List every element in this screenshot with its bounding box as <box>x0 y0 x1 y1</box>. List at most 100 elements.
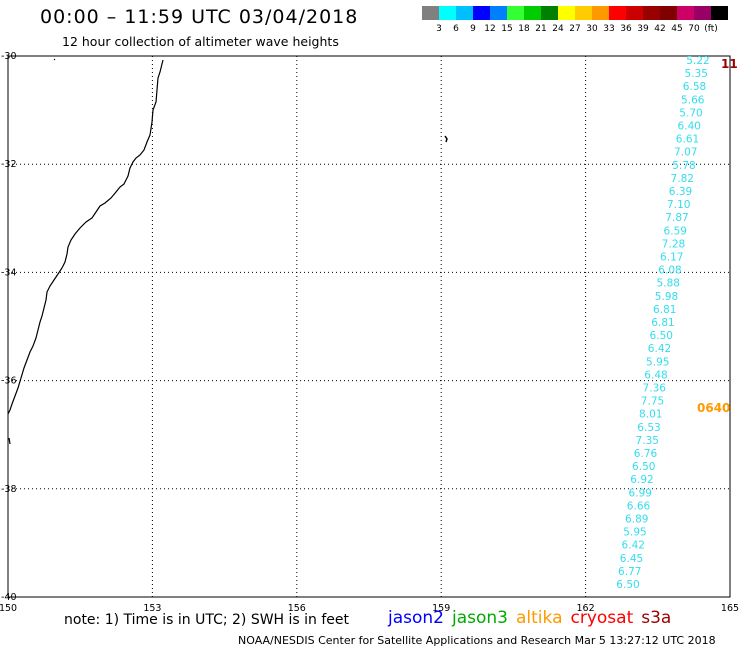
track-edge-label: 11 <box>721 57 738 71</box>
colorbar-label: (ft) <box>704 24 718 34</box>
lon-tick-label: 159 <box>432 603 450 614</box>
track-wave-height: 6.17 <box>660 252 683 264</box>
track-wave-height: 7.36 <box>643 383 667 395</box>
colorbar-label: 70 <box>688 24 700 34</box>
footer-credit: NOAA/NESDIS Center for Satellite Applica… <box>238 634 716 647</box>
colorbar-label: 39 <box>637 24 649 34</box>
track-wave-height: 6.81 <box>651 317 674 329</box>
track-wave-height: 6.61 <box>676 134 699 146</box>
island <box>444 135 448 143</box>
track-wave-height: 6.50 <box>616 579 639 591</box>
colorbar-label: 15 <box>501 24 512 34</box>
lat-tick-label: -34 <box>1 267 17 278</box>
track-wave-height: 8.01 <box>639 409 662 421</box>
track-wave-height: 7.07 <box>674 147 697 159</box>
map-title: 00:00 – 11:59 UTC 03/04/2018 <box>40 6 359 28</box>
legend-jason2: jason2 <box>388 608 444 628</box>
colorbar-swatch <box>694 6 711 20</box>
track-wave-height: 5.35 <box>685 68 708 80</box>
colorbar-label: 42 <box>654 24 665 34</box>
map-frame <box>7 55 731 598</box>
track-time-label: 0640 <box>697 401 730 415</box>
track-wave-height: 6.77 <box>618 566 641 578</box>
colorbar-label: 30 <box>586 24 598 34</box>
lat-tick-label: -40 <box>1 592 17 603</box>
colorbar-label: 18 <box>518 24 530 34</box>
lon-tick-label: 162 <box>577 603 595 614</box>
colorbar-label: 36 <box>620 24 632 34</box>
lon-tick-label: 156 <box>288 603 306 614</box>
track-wave-height: 7.82 <box>671 173 694 185</box>
track-wave-height: 6.99 <box>629 487 652 499</box>
legend-altika: altika <box>516 608 563 628</box>
colorbar-label: 21 <box>535 24 546 34</box>
colorbar-label: 27 <box>569 24 580 34</box>
colorbar-swatch <box>609 6 626 20</box>
track-wave-height: 5.22 <box>686 55 709 67</box>
lon-tick-label: 165 <box>721 603 739 614</box>
track-wave-height: 7.35 <box>636 435 659 447</box>
coastline <box>7 59 164 415</box>
colorbar-label: 9 <box>470 24 476 34</box>
track-wave-height: 6.39 <box>669 186 692 198</box>
colorbar-swatch <box>456 6 473 20</box>
colorbar-swatch <box>524 6 541 20</box>
track-wave-height: 6.42 <box>648 343 671 355</box>
map-subtitle: 12 hour collection of altimeter wave hei… <box>62 34 339 49</box>
colorbar-label: 45 <box>671 24 682 34</box>
track-wave-height: 7.10 <box>667 199 690 211</box>
track-wave-height: 5.70 <box>679 107 702 119</box>
colorbar-swatch <box>626 6 643 20</box>
lat-tick-label: -32 <box>1 159 17 170</box>
track-wave-height: 6.59 <box>664 225 687 237</box>
track-wave-height: 6.89 <box>625 514 648 526</box>
track-wave-height: 6.81 <box>653 304 676 316</box>
track-wave-height: 6.48 <box>644 369 667 381</box>
track-wave-height: 7.87 <box>665 212 688 224</box>
colorbar-swatch <box>541 6 558 20</box>
colorbar-label: 6 <box>453 24 459 34</box>
colorbar-swatch <box>711 6 728 20</box>
coast-dot <box>53 58 56 61</box>
track-wave-height: 6.45 <box>620 553 643 565</box>
wave-height-colorbar: 3 6 9 12 15 18 21 24 27 30 33 36 39 42 45 70 (ft) <box>422 6 728 34</box>
colorbar-swatch <box>507 6 524 20</box>
track-wave-height: 6.50 <box>650 330 673 342</box>
track-wave-height: 5.98 <box>655 291 678 303</box>
track-wave-height: 6.50 <box>632 461 655 473</box>
track-wave-height: 6.08 <box>658 265 681 277</box>
coast-fragment <box>8 437 11 445</box>
legend-cryosat: cryosat <box>570 608 634 628</box>
colorbar-swatch <box>439 6 456 20</box>
track-wave-height: 6.92 <box>630 474 653 486</box>
colorbar-swatch <box>490 6 507 20</box>
track-wave-height: 6.58 <box>683 81 706 93</box>
track-wave-height: 5.88 <box>657 278 680 290</box>
legend-jason3: jason3 <box>452 608 508 628</box>
track-wave-height: 6.42 <box>622 540 645 552</box>
track-wave-height: 5.66 <box>681 94 705 106</box>
colorbar-label: 3 <box>436 24 442 34</box>
lat-tick-label: -36 <box>1 376 17 387</box>
track-wave-height: 6.40 <box>678 121 701 133</box>
colorbar-swatch <box>422 6 439 20</box>
units-note: note: 1) Time is in UTC; 2) SWH is in fe… <box>64 612 350 628</box>
lat-tick-label: -38 <box>1 484 17 495</box>
colorbar-swatch <box>643 6 660 20</box>
track-wave-height: 6.66 <box>627 500 651 512</box>
colorbar-swatch <box>575 6 592 20</box>
lon-tick-label: 153 <box>143 603 161 614</box>
track-wave-height: 5.95 <box>646 356 669 368</box>
track-wave-height: 7.28 <box>662 238 685 250</box>
colorbar-label: 12 <box>484 24 495 34</box>
colorbar-swatch <box>473 6 490 20</box>
track-wave-height: 5.95 <box>623 527 646 539</box>
colorbar-swatch <box>558 6 575 20</box>
colorbar-swatch <box>660 6 677 20</box>
satellite-legend: jason2 jason3 altika cryosat s3a <box>388 608 679 628</box>
lon-tick-label: 150 <box>0 603 17 614</box>
track-wave-height: 7.75 <box>641 396 664 408</box>
legend-s3a: s3a <box>641 608 672 628</box>
track-wave-height: 6.53 <box>637 422 660 434</box>
